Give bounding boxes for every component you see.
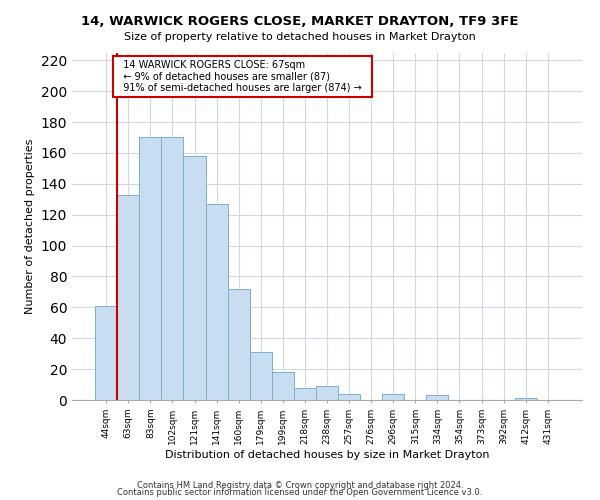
X-axis label: Distribution of detached houses by size in Market Drayton: Distribution of detached houses by size … <box>165 450 489 460</box>
Bar <box>206 204 227 400</box>
Bar <box>250 352 272 400</box>
Bar <box>139 138 161 400</box>
Bar <box>515 398 537 400</box>
Y-axis label: Number of detached properties: Number of detached properties <box>25 138 35 314</box>
Bar <box>161 138 184 400</box>
Text: Contains public sector information licensed under the Open Government Licence v3: Contains public sector information licen… <box>118 488 482 497</box>
Bar <box>95 306 117 400</box>
Text: Size of property relative to detached houses in Market Drayton: Size of property relative to detached ho… <box>124 32 476 42</box>
Bar <box>227 289 250 400</box>
Text: Contains HM Land Registry data © Crown copyright and database right 2024.: Contains HM Land Registry data © Crown c… <box>137 480 463 490</box>
Bar <box>184 156 206 400</box>
Text: 14 WARWICK ROGERS CLOSE: 67sqm
  ← 9% of detached houses are smaller (87)
  91% : 14 WARWICK ROGERS CLOSE: 67sqm ← 9% of d… <box>117 60 368 94</box>
Bar <box>427 396 448 400</box>
Bar <box>117 194 139 400</box>
Bar <box>316 386 338 400</box>
Text: 14, WARWICK ROGERS CLOSE, MARKET DRAYTON, TF9 3FE: 14, WARWICK ROGERS CLOSE, MARKET DRAYTON… <box>81 15 519 28</box>
Bar <box>382 394 404 400</box>
Bar <box>272 372 294 400</box>
Bar <box>338 394 360 400</box>
Bar <box>294 388 316 400</box>
